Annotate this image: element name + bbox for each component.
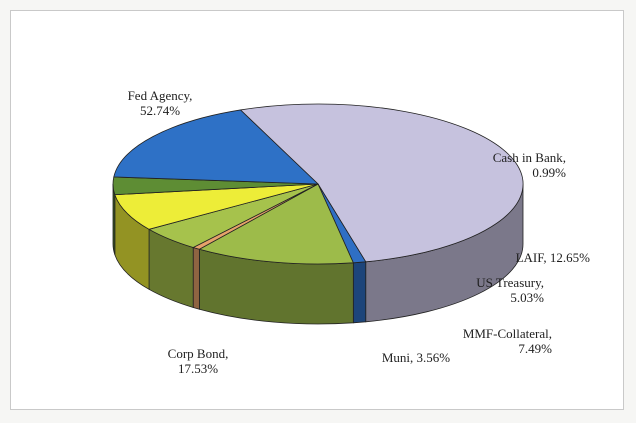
label-cash-in-bank: Cash in Bank,	[493, 150, 566, 165]
value-cash-in-bank: 0.99%	[532, 165, 566, 180]
pie-side-slice	[192, 246, 200, 310]
value-us-treasury: 5.03%	[510, 290, 544, 305]
pie-tops	[112, 103, 524, 265]
pie-sides	[112, 183, 524, 325]
value-mmf-collateral: 7.49%	[518, 341, 552, 356]
pie-slice-fed-agency	[239, 103, 524, 263]
value-fed-agency: 52.74%	[140, 103, 180, 118]
pie-labels: Fed Agency, 52.74% Cash in Bank, 0.99% L…	[128, 88, 591, 376]
label-corp-bond: Corp Bond,	[168, 346, 229, 361]
label-laif: LAIF, 12.65%	[516, 250, 591, 265]
label-us-treasury: US Treasury,	[476, 275, 544, 290]
pie-slice-corp-bond	[113, 109, 320, 185]
value-corp-bond: 17.53%	[178, 361, 218, 376]
pie-slice-laif	[198, 183, 354, 265]
label-muni: Muni, 3.56%	[382, 350, 450, 365]
label-mmf-collateral: MMF-Collateral,	[463, 326, 552, 341]
label-fed-agency: Fed Agency,	[128, 88, 193, 103]
pie-side-cash-in-bank	[352, 261, 367, 324]
pie-slice-mmf-collateral	[114, 183, 319, 230]
